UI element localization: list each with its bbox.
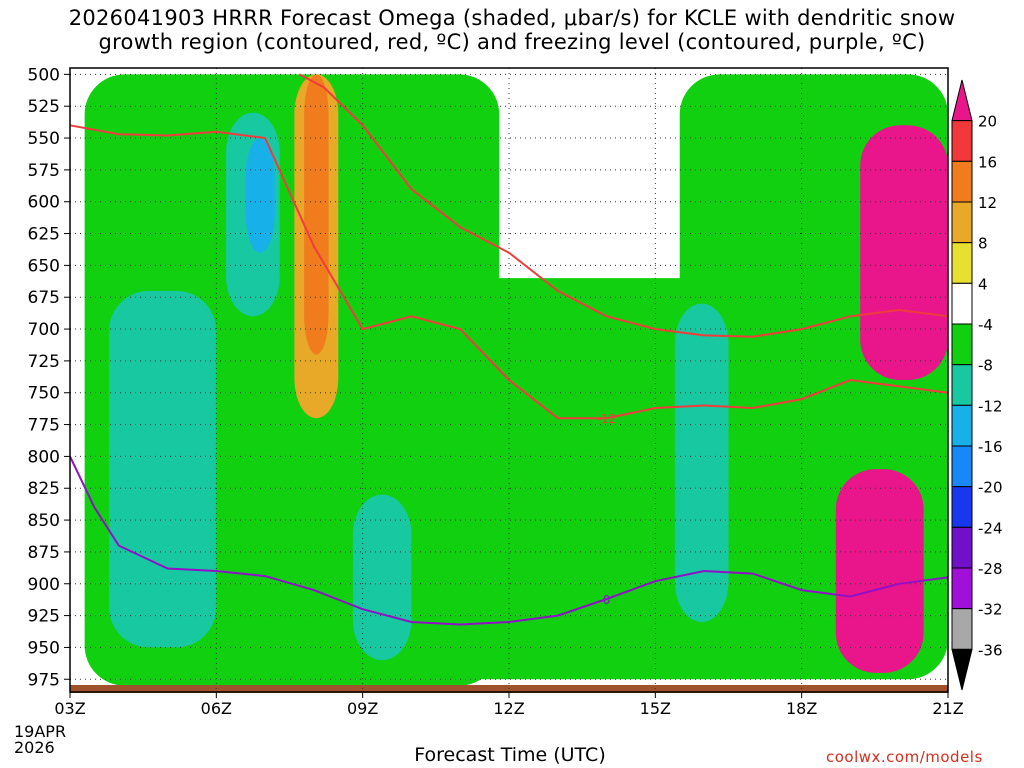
colorbar-seg-4 (951, 242, 973, 284)
y-tick-label-14: 850 (28, 511, 60, 531)
colorbar-label-4: 4 (978, 275, 988, 293)
chart-title: 2026041903 HRRR Forecast Omega (shaded, … (0, 6, 1024, 54)
x-tick-label-2: 09Z (347, 699, 378, 718)
colorbar-seg-1 (951, 120, 973, 162)
omega-region-10 (860, 125, 948, 380)
x-tick-label-5: 18Z (786, 699, 817, 718)
y-tick-label-4: 600 (28, 193, 60, 213)
x-axis-label: Forecast Time (UTC) (414, 744, 606, 766)
colorbar-seg-10 (951, 486, 973, 528)
y-tick-label-12: 800 (28, 447, 60, 467)
colorbar: 20 16 12 8 4 -4 -8 -12 -16 -20 -24 -28 -32 -36 (951, 79, 1003, 691)
y-tick-label-6: 650 (28, 256, 60, 276)
colorbar-label-8: -16 (978, 438, 1003, 456)
colorbar-seg-11 (951, 526, 973, 569)
omega-region-6 (352, 494, 412, 661)
contour-line-1 (298, 73, 949, 338)
contour-line-2 (69, 455, 949, 626)
colorbar-label-6: -8 (978, 357, 993, 375)
chart-title-line-2: growth region (contoured, red, ºC) and f… (98, 30, 926, 54)
y-tick-label-5: 625 (28, 225, 60, 245)
x-tick-label-4: 15Z (640, 699, 671, 718)
y-tick-label-15: 875 (28, 543, 60, 563)
x-tick-label-0: 03Z (54, 699, 85, 718)
x-tick-label-6: 21Z (932, 699, 963, 718)
colorbar-bottom-arrow (951, 648, 973, 691)
source-credit: coolwx.com/models (826, 748, 983, 766)
colorbar-label-9: -20 (978, 479, 1003, 497)
colorbar-seg-6 (951, 323, 973, 366)
colorbar-label-5: -4 (978, 316, 993, 334)
colorbar-label-10: -24 (978, 519, 1003, 537)
colorbar-label-1: 16 (978, 153, 997, 171)
y-tick-label-10: 750 (28, 384, 60, 404)
omega-region-7 (674, 303, 729, 622)
colorbar-seg-13 (951, 608, 973, 650)
omega-region-11 (835, 469, 924, 673)
y-tick-label-18: 950 (28, 638, 60, 658)
y-tick-label-1: 525 (28, 97, 60, 117)
x-tick-label-3: 12Z (493, 699, 524, 718)
contour-label-0: -12 (597, 412, 617, 426)
colorbar-label-2: 12 (978, 194, 997, 212)
chart-title-line-1: 2026041903 HRRR Forecast Omega (shaded, … (68, 6, 956, 30)
y-tick-label-13: 825 (28, 479, 60, 499)
y-tick-label-8: 700 (28, 320, 60, 340)
x-tick-label-1: 06Z (201, 699, 232, 718)
omega-shading-layer (70, 74, 948, 693)
y-tick-label-17: 925 (28, 607, 60, 627)
colorbar-label-7: -12 (978, 397, 1003, 415)
y-tick-label-9: 725 (28, 352, 60, 372)
axes-layer: 500 525 550 575 600 625 650 675 700 725 750 775 800 8… (28, 65, 964, 718)
colorbar-label-11: -28 (978, 560, 1003, 578)
contour-line-0 (69, 124, 949, 420)
omega-region-1 (289, 278, 948, 680)
colorbar-seg-3 (951, 201, 973, 244)
contour-layer: -12 0 (69, 73, 949, 626)
colorbar-label-12: -32 (978, 601, 1003, 619)
colorbar-seg-2 (951, 160, 973, 203)
date-label-year: 2026 (14, 738, 55, 757)
colorbar-label-0: 20 (978, 113, 997, 131)
omega-region-5 (245, 138, 275, 253)
contour-label-2: 0 (603, 593, 611, 607)
y-tick-label-7: 675 (28, 288, 60, 308)
colorbar-seg-9 (951, 445, 973, 488)
colorbar-seg-12 (951, 567, 973, 610)
colorbar-label-3: 8 (978, 235, 988, 253)
y-tick-label-19: 975 (28, 670, 60, 690)
omega-region-3 (109, 290, 217, 648)
y-tick-label-2: 550 (28, 129, 60, 149)
date-label-day: 19APR (14, 722, 67, 741)
y-tick-label-11: 775 (28, 416, 60, 436)
colorbar-seg-5 (951, 282, 973, 325)
y-tick-label-16: 900 (28, 575, 60, 595)
y-tick-label-0: 500 (28, 65, 60, 85)
colorbar-seg-7 (951, 364, 973, 406)
colorbar-seg-8 (951, 404, 973, 447)
colorbar-top-arrow (951, 79, 973, 122)
y-tick-label-3: 575 (28, 161, 60, 181)
omega-region-9 (304, 74, 329, 355)
colorbar-label-13: -36 (978, 641, 1003, 659)
